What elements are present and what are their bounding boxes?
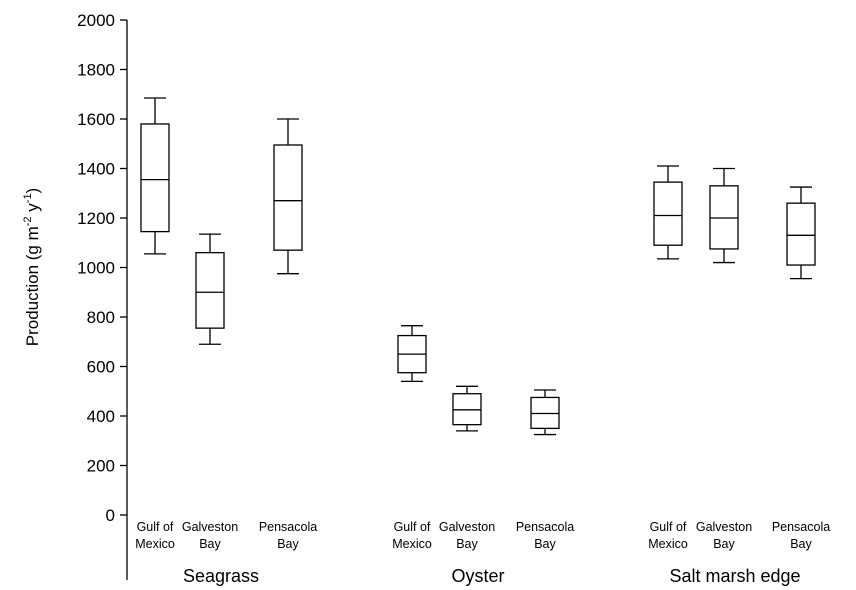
y-axis-title-exp1: -2 <box>22 216 34 226</box>
box-2-0 <box>653 165 683 260</box>
box-2-2 <box>786 186 816 280</box>
box-iqr <box>140 123 170 233</box>
category-label-line: Galveston <box>182 520 238 534</box>
category-label-line: Gulf of <box>650 520 687 534</box>
category-label-line: Pensacola <box>772 520 830 534</box>
boxes <box>140 97 816 436</box>
y-tick-label: 0 <box>106 506 115 525</box>
box-iqr <box>273 144 303 251</box>
category-label-line: Mexico <box>135 537 175 551</box>
category-label-line: Mexico <box>648 537 688 551</box>
category-label-line: Galveston <box>696 520 752 534</box>
box-0-2 <box>273 118 303 275</box>
category-label-line: Mexico <box>392 537 432 551</box>
y-tick-label: 400 <box>87 407 115 426</box>
box-2-1 <box>709 167 739 264</box>
category-labels: Gulf of Mexico Galveston Bay Pensacola Bay Sea… <box>135 520 830 586</box>
y-tick-label: 2000 <box>77 11 115 30</box>
y-axis-title-exp2: -1 <box>22 193 34 203</box>
y-axis-title: Production (g m-2 y-1) <box>22 188 42 346</box>
category-label-line: Pensacola <box>259 520 317 534</box>
axes: 0 200 400 600 800 1000 1200 1400 1600 1800 2000 <box>77 11 128 580</box>
category-label-line: Bay <box>277 537 299 551</box>
category-label-line: Bay <box>790 537 812 551</box>
box-0-0 <box>140 97 170 255</box>
y-tick-label: 600 <box>87 358 115 377</box>
y-tick-label: 1200 <box>77 209 115 228</box>
y-tick-label: 1600 <box>77 110 115 129</box>
y-tick-label: 200 <box>87 457 115 476</box>
category-label-line: Bay <box>534 537 556 551</box>
y-tick-label: 800 <box>87 308 115 327</box>
group-label: Oyster <box>451 566 504 586</box>
y-tick-label: 1800 <box>77 61 115 80</box>
category-label-line: Gulf of <box>394 520 431 534</box>
category-label-line: Bay <box>713 537 735 551</box>
y-tick-label: 1000 <box>77 259 115 278</box>
y-tick-label: 1400 <box>77 160 115 179</box>
y-axis-title-base: Production (g m <box>23 226 42 346</box>
box-iqr <box>195 251 225 329</box>
box-iqr <box>786 202 816 266</box>
box-iqr <box>653 181 683 246</box>
group-label: Seagrass <box>183 566 259 586</box>
box-1-0 <box>397 325 427 383</box>
box-1-2 <box>530 389 560 436</box>
category-label-line: Bay <box>456 537 478 551</box>
y-axis-title-mid: y <box>23 203 42 217</box>
category-label-line: Galveston <box>439 520 495 534</box>
group-label: Salt marsh edge <box>669 566 800 586</box>
box-0-1 <box>195 233 225 345</box>
y-axis-title-end: ) <box>23 188 42 194</box>
category-label-line: Bay <box>199 537 221 551</box>
category-label-line: Gulf of <box>137 520 174 534</box>
category-label-line: Pensacola <box>516 520 574 534</box>
box-1-1 <box>452 385 482 432</box>
